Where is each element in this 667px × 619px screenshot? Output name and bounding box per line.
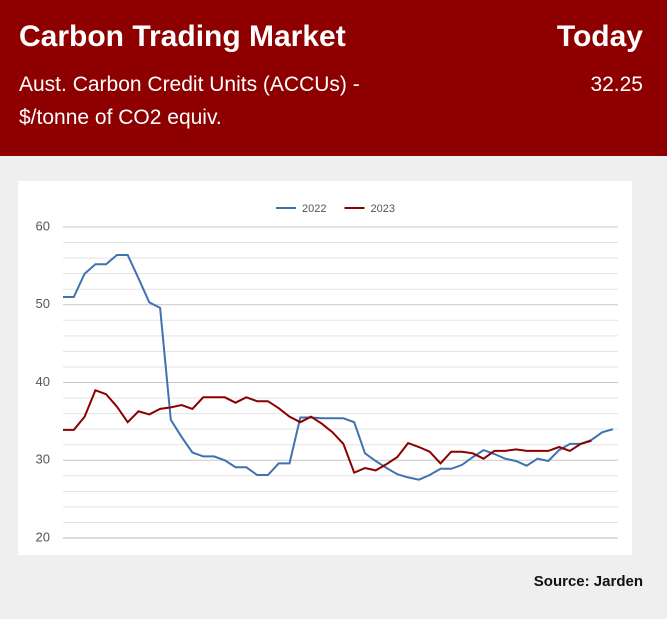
chart: 20 30 40 50 60 2022 2023 [36, 203, 618, 544]
header: Carbon Trading Market Today Aust. Carbon… [0, 0, 667, 156]
today-value: 32.25 [590, 73, 643, 96]
y-tick-label: 20 [36, 529, 50, 544]
line-series [63, 389, 592, 475]
today-label: Today [556, 20, 643, 53]
y-tick-label: 30 [36, 452, 50, 467]
source: Source: Jarden [533, 573, 643, 590]
title: Carbon Trading Market [19, 20, 346, 53]
legend-label: 2022 [302, 203, 326, 215]
chart-card: 20 30 40 50 60 2022 2023 [18, 181, 632, 555]
legend-label: 2023 [370, 203, 394, 215]
y-tick-label: 60 [36, 218, 50, 233]
y-tick-label: 50 [36, 296, 50, 311]
subtitle: Aust. Carbon Credit Units (ACCUs) - $/to… [19, 73, 360, 129]
y-tick-label: 40 [36, 374, 50, 389]
line-series [63, 254, 614, 481]
